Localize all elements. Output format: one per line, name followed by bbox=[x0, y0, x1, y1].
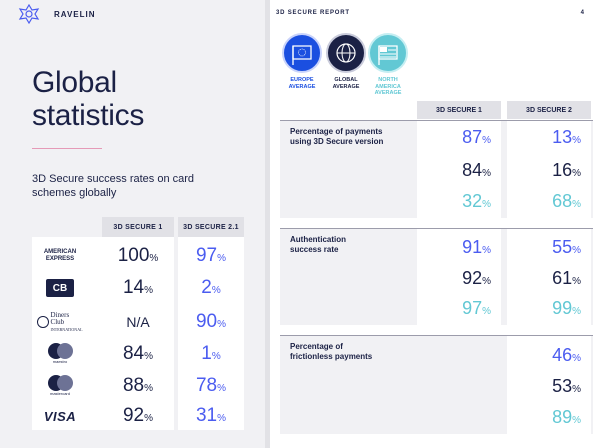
column-separator bbox=[174, 227, 178, 430]
value-north-america: 68% bbox=[552, 191, 581, 211]
value-global: 16% bbox=[552, 160, 581, 180]
metric-column-3ds2: 55% 61% 99% bbox=[507, 229, 591, 325]
table-row-visa: VISA 92% 31% bbox=[32, 400, 244, 432]
table-row-amex: AMERICAN EXPRESS 100% 97% bbox=[32, 240, 244, 272]
diners-logo-text: Diners Club bbox=[50, 310, 70, 326]
value-3ds21: 31% bbox=[195, 405, 227, 426]
page-number: 4 bbox=[580, 10, 584, 16]
diners-logo-subtext: INTERNATIONAL bbox=[50, 326, 83, 332]
page-gutter bbox=[265, 0, 270, 448]
region-label-north-america: NORTH AMERICA AVERAGE bbox=[374, 77, 402, 96]
left-page: RAVELIN Global statistics 3D Secure succ… bbox=[0, 0, 265, 448]
value-europe: 87% bbox=[462, 127, 491, 147]
ravelin-logo-icon bbox=[18, 4, 40, 24]
north-america-flag-icon bbox=[368, 33, 408, 73]
value-europe: 13% bbox=[552, 127, 581, 147]
value-north-america: 32% bbox=[462, 191, 491, 211]
value-3ds1: 100% bbox=[117, 245, 159, 266]
value-north-america: 99% bbox=[552, 298, 581, 318]
title-line-1: Global bbox=[32, 66, 117, 99]
value-3ds1: 88% bbox=[122, 375, 154, 396]
mastercard-logo-icon: mastercard bbox=[38, 375, 82, 396]
metric-block-authentication: Authentication success rate 91% 92% 97% 5… bbox=[280, 229, 593, 325]
value-europe: 91% bbox=[462, 237, 491, 257]
region-label-global: GLOBAL AVERAGE bbox=[332, 77, 360, 90]
metric-block-frictionless: Percentage of frictionless payments 46% 5… bbox=[280, 336, 593, 434]
metric-column-3ds2: 46% 53% 89% bbox=[507, 336, 591, 434]
section-divider bbox=[280, 120, 593, 121]
region-label-europe: EUROPE AVERAGE bbox=[288, 77, 316, 90]
table-row-maestro: maestro 84% 1% bbox=[32, 338, 244, 370]
value-3ds21: 97% bbox=[195, 245, 227, 266]
visa-logo-text: VISA bbox=[43, 408, 77, 424]
diners-logo-icon: Diners Club INTERNATIONAL bbox=[37, 310, 83, 332]
visa-logo-icon: VISA bbox=[38, 406, 82, 426]
value-global: 53% bbox=[552, 376, 581, 396]
value-3ds21: 1% bbox=[201, 343, 221, 364]
cb-logo-icon: CB bbox=[38, 278, 82, 298]
value-3ds1: 14% bbox=[122, 277, 154, 298]
metric-column-3ds1: 87% 84% 32% bbox=[417, 121, 501, 218]
value-3ds21: 2% bbox=[201, 277, 221, 298]
value-3ds21: 78% bbox=[195, 375, 227, 396]
metric-label: Percentage of payments using 3D Secure ve… bbox=[290, 127, 384, 146]
value-3ds1: 84% bbox=[122, 343, 154, 364]
amex-logo-text: AMERICAN EXPRESS bbox=[43, 249, 77, 262]
column-header-3ds1: 3D SECURE 1 bbox=[417, 101, 501, 119]
title-divider bbox=[32, 148, 102, 149]
right-page: 3D SECURE REPORT 4 EUROPE AVERAGE bbox=[270, 0, 602, 448]
metric-column-3ds2: 13% 16% 68% bbox=[507, 121, 591, 218]
subtitle: 3D Secure success rates on card schemes … bbox=[32, 173, 195, 199]
column-header-3ds21: 3D SECURE 2.1 bbox=[178, 217, 244, 237]
report-title: 3D SECURE REPORT bbox=[276, 10, 350, 16]
value-3ds1: 92% bbox=[122, 405, 154, 426]
value-3ds21: 90% bbox=[195, 311, 227, 332]
column-header-3ds2: 3D SECURE 2 bbox=[507, 101, 591, 119]
value-global: 92% bbox=[462, 268, 491, 288]
column-header-3ds1: 3D SECURE 1 bbox=[102, 217, 174, 237]
value-global: 61% bbox=[552, 268, 581, 288]
value-north-america: 89% bbox=[552, 407, 581, 427]
metric-label: Percentage of frictionless payments bbox=[290, 342, 373, 361]
amex-logo-icon: AMERICAN EXPRESS bbox=[38, 246, 82, 266]
brand: RAVELIN bbox=[18, 4, 96, 24]
table-row-cb: CB 14% 2% bbox=[32, 272, 244, 304]
value-europe: 46% bbox=[552, 345, 581, 365]
globe-icon bbox=[326, 33, 366, 73]
metric-label: Authentication success rate bbox=[290, 235, 346, 254]
metric-block-usage: Percentage of payments using 3D Secure ve… bbox=[280, 121, 593, 218]
maestro-logo-text: maestro bbox=[52, 359, 68, 364]
title-line-2: statistics bbox=[32, 99, 145, 132]
value-3ds1: N/A bbox=[126, 314, 150, 330]
page-title: Global statistics bbox=[32, 66, 144, 132]
scheme-table: AMERICAN EXPRESS 100% 97% CB 14% 2% Dine… bbox=[32, 237, 244, 430]
value-north-america: 97% bbox=[462, 298, 491, 318]
eu-flag-icon bbox=[282, 33, 322, 73]
table-row-mastercard: mastercard 88% 78% bbox=[32, 370, 244, 402]
section-divider bbox=[280, 228, 593, 229]
mastercard-logo-text: mastercard bbox=[49, 391, 70, 396]
section-divider bbox=[280, 335, 593, 336]
value-europe: 55% bbox=[552, 237, 581, 257]
brand-name: RAVELIN bbox=[54, 9, 96, 19]
cb-logo-text: CB bbox=[46, 279, 74, 297]
table-row-diners: Diners Club INTERNATIONAL N/A 90% bbox=[32, 306, 244, 338]
metric-column-3ds1: 91% 92% 97% bbox=[417, 229, 501, 325]
maestro-logo-icon: maestro bbox=[38, 343, 82, 364]
value-global: 84% bbox=[462, 160, 491, 180]
